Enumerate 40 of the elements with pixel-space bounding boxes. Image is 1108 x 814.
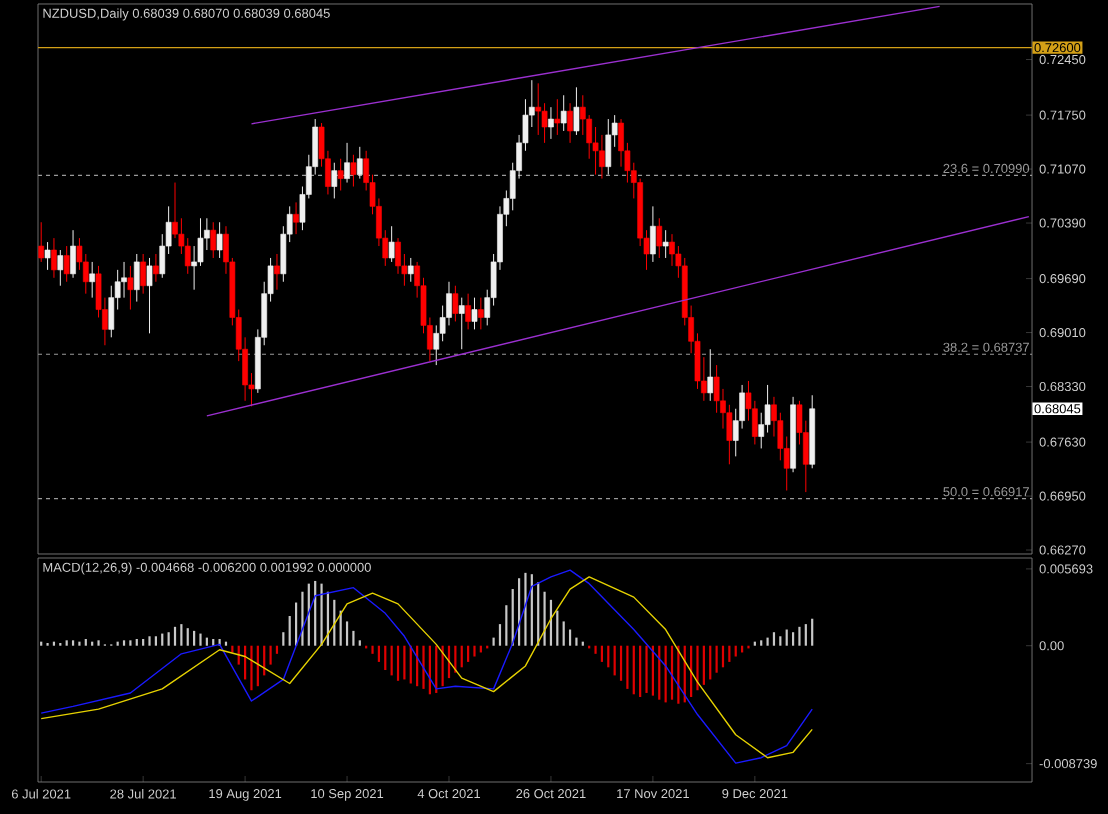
candlestick bbox=[44, 241, 51, 271]
candlestick bbox=[153, 253, 159, 283]
candlestick bbox=[293, 201, 299, 235]
candlestick bbox=[407, 257, 414, 283]
candlestick bbox=[344, 142, 350, 184]
candlestick bbox=[331, 162, 338, 199]
candlestick bbox=[274, 253, 280, 291]
candlestick bbox=[707, 348, 714, 402]
candlestick bbox=[350, 154, 357, 188]
candlestick bbox=[458, 297, 465, 350]
candlestick bbox=[554, 98, 561, 136]
candlestick bbox=[337, 158, 344, 191]
candlestick bbox=[70, 229, 76, 279]
candlestick bbox=[650, 205, 656, 263]
candlestick bbox=[662, 229, 669, 259]
candlestick bbox=[57, 249, 64, 287]
candlestick bbox=[452, 285, 459, 322]
candlestick bbox=[210, 221, 217, 259]
candlestick bbox=[605, 118, 612, 176]
candlestick bbox=[127, 265, 134, 311]
candlestick bbox=[89, 261, 96, 299]
candlestick bbox=[356, 146, 363, 180]
candlestick bbox=[471, 297, 478, 330]
candlestick bbox=[478, 297, 484, 330]
candlestick bbox=[388, 225, 395, 263]
candlestick bbox=[567, 102, 573, 144]
candlestick bbox=[51, 237, 57, 279]
candlestick bbox=[599, 134, 605, 180]
candlestick bbox=[216, 221, 223, 259]
candlestick bbox=[133, 253, 140, 303]
candlestick bbox=[535, 82, 542, 136]
candlestick bbox=[140, 253, 146, 295]
candlestick bbox=[38, 221, 45, 263]
candlestick bbox=[560, 94, 567, 132]
candlestick bbox=[63, 245, 70, 283]
candlestick bbox=[146, 257, 153, 334]
candlestick bbox=[656, 217, 663, 259]
candlestick bbox=[465, 293, 471, 330]
candlestick bbox=[573, 86, 580, 136]
candlestick bbox=[548, 106, 554, 140]
